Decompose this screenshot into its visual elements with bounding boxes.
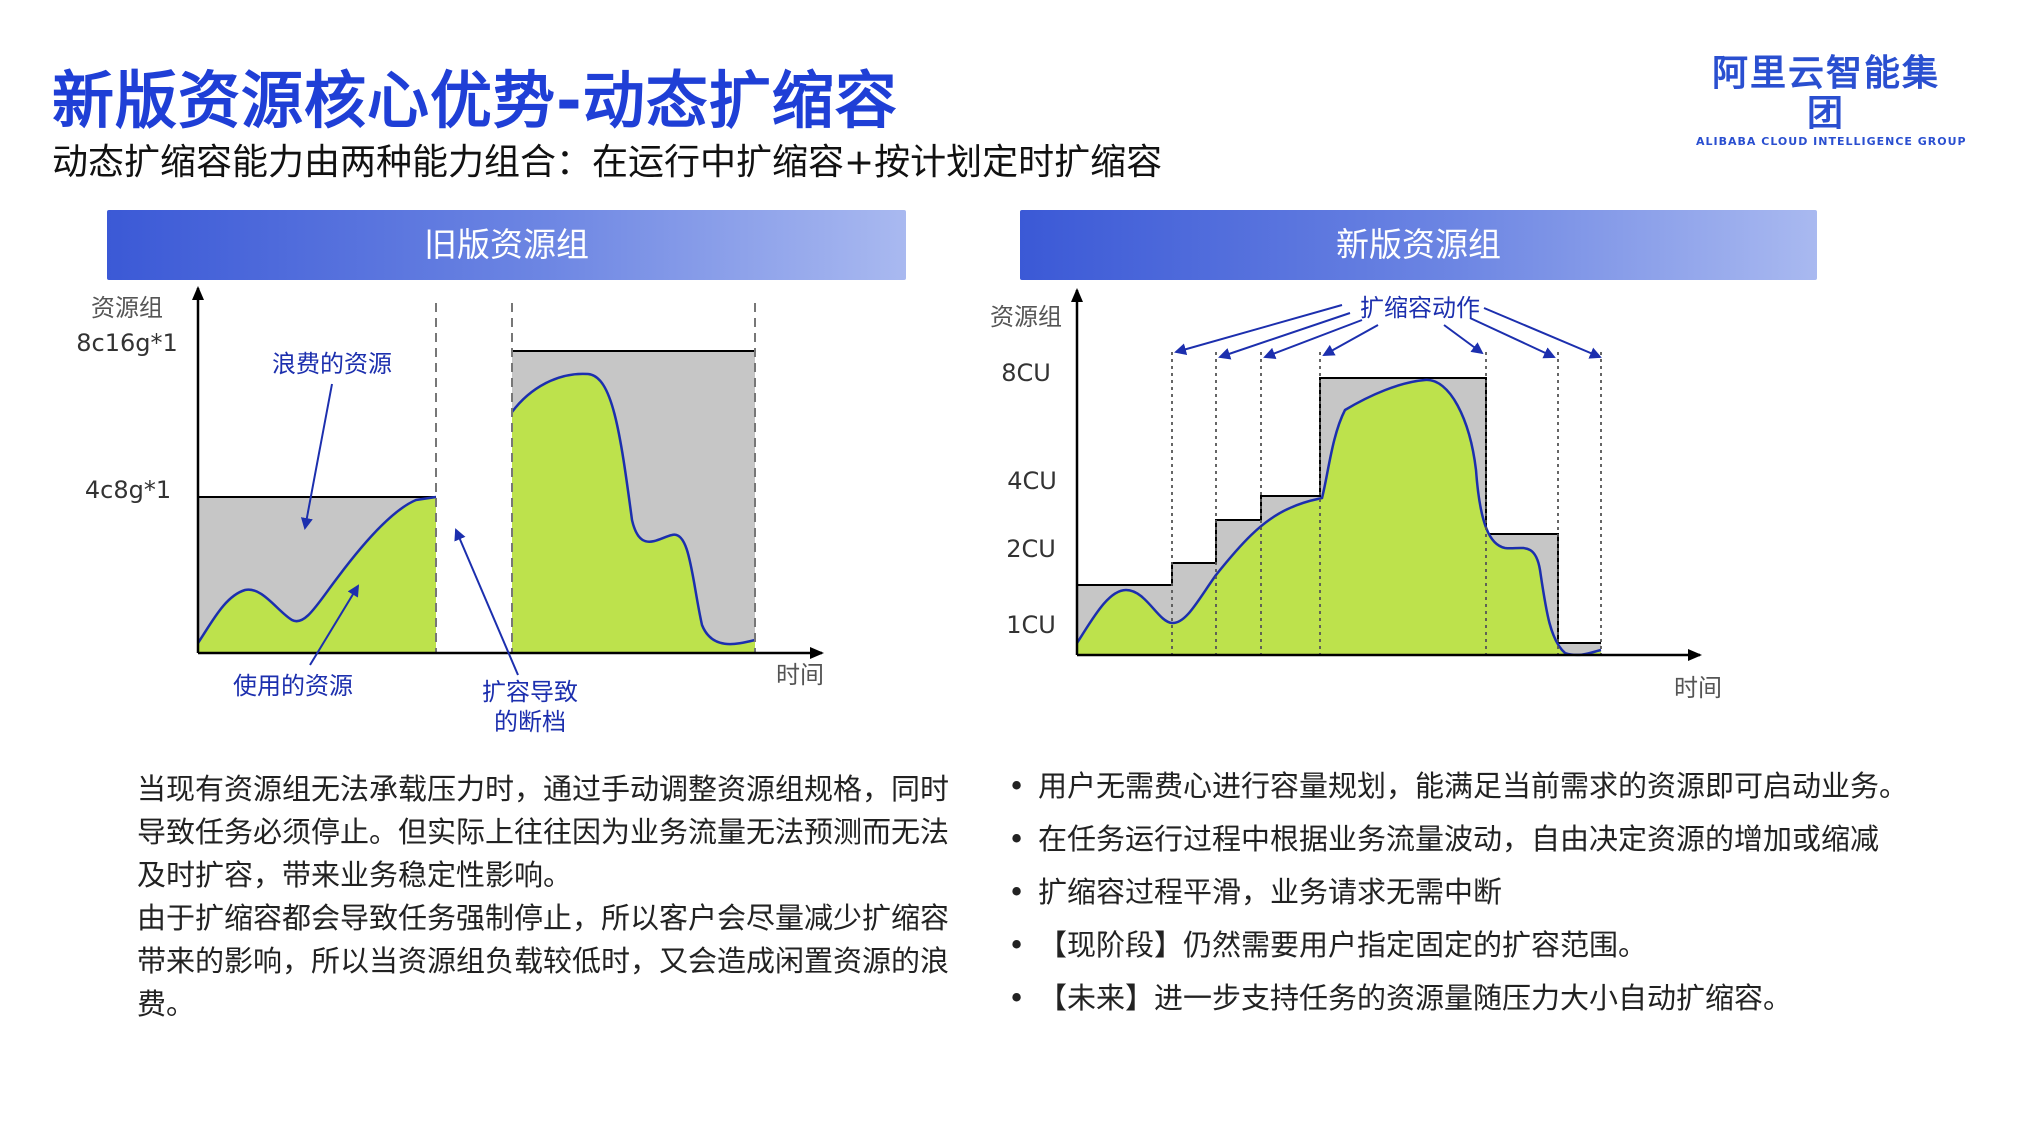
new-usage-area bbox=[1077, 379, 1601, 655]
wasted-resource-arrow bbox=[300, 383, 333, 530]
bullet-item-3: • 扩缩容过程平滑，业务请求无需中断 bbox=[1008, 866, 2008, 919]
scaling-arrow-5 bbox=[1443, 324, 1484, 355]
bullet-text-3: 扩缩容过程平滑，业务请求无需中断 bbox=[1038, 875, 1503, 909]
right-x-axis-label: 时间 bbox=[1674, 674, 1722, 702]
bullet-dot: • bbox=[1008, 822, 1026, 856]
used-resource-arrow bbox=[309, 584, 360, 666]
left-panel-header: 旧版资源组 bbox=[107, 210, 906, 280]
used-resource-label: 使用的资源 bbox=[233, 672, 353, 700]
bullet-text-1: 用户无需费心进行容量规划，能满足当前需求的资源即可启动业务。 bbox=[1038, 769, 1909, 803]
left-diagram: 资源组 8c16g*1 4c8g*1 时间 浪费的资源 使用的资源 扩容导致 的… bbox=[76, 286, 824, 736]
bullet-dot: • bbox=[1008, 769, 1026, 803]
left-description: 当现有资源组无法承载压力时，通过手动调整资源组规格，同时导致任务必须停止。但实际… bbox=[137, 768, 957, 1026]
logo-en-text: ALIBABA CLOUD INTELLIGENCE GROUP bbox=[1696, 135, 1967, 148]
old-usage-area-2 bbox=[512, 373, 755, 653]
new-usage-curve bbox=[1075, 378, 1602, 657]
logo-cn-text: 阿里云智能集团 bbox=[1711, 53, 1940, 134]
bullet-item-2: • 在任务运行过程中根据业务流量波动，自由决定资源的增加或缩减 bbox=[1008, 813, 2008, 866]
right-panel-header: 新版资源组 bbox=[1020, 210, 1817, 280]
old-usage-curve-1 bbox=[196, 495, 437, 644]
bullet-item-4: • 【现阶段】仍然需要用户指定固定的扩容范围。 bbox=[1008, 919, 2008, 972]
company-logo: 阿里云智能集团 ALIBABA CLOUD INTELLIGENCE GROUP bbox=[1696, 53, 1967, 150]
bullet-text-2: 在任务运行过程中根据业务流量波动，自由决定资源的增加或缩减 bbox=[1038, 822, 1880, 856]
new-capacity-step-outline bbox=[1077, 377, 1601, 644]
old-usage-curve-2 bbox=[511, 372, 756, 646]
gap-label-line1: 扩容导致 bbox=[482, 678, 578, 706]
page-subtitle: 动态扩缩容能力由两种能力组合：在运行中扩缩容+按计划定时扩缩容 bbox=[52, 142, 1163, 183]
wasted-resource-label: 浪费的资源 bbox=[272, 350, 392, 378]
old-usage-area-1 bbox=[198, 497, 436, 653]
right-y-tick-8cu: 8CU bbox=[1001, 359, 1051, 387]
bullet-item-5: • 【未来】进一步支持任务的资源量随压力大小自动扩缩容。 bbox=[1008, 972, 2008, 1025]
right-y-tick-2cu: 2CU bbox=[1006, 535, 1056, 563]
left-description-para-2: 由于扩缩容都会导致任务强制停止，所以客户会尽量减少扩缩容带来的影响，所以当资源组… bbox=[137, 901, 950, 1021]
scaling-arrow-6 bbox=[1469, 317, 1556, 359]
scaling-arrow-1 bbox=[1174, 304, 1343, 356]
bullet-item-1: • 用户无需费心进行容量规划，能满足当前需求的资源即可启动业务。 bbox=[1008, 760, 2008, 813]
scaling-arrow-2 bbox=[1218, 312, 1351, 360]
scaling-arrow-7 bbox=[1483, 307, 1602, 359]
right-y-axis-label: 资源组 bbox=[990, 303, 1062, 331]
left-y-tick-8c16g: 8c16g*1 bbox=[76, 329, 178, 357]
bullet-text-5: 【未来】进一步支持任务的资源量随压力大小自动扩缩容。 bbox=[1038, 981, 1793, 1015]
gap-label-line2: 的断档 bbox=[494, 708, 566, 736]
gap-arrow bbox=[454, 528, 519, 676]
bullet-dot: • bbox=[1008, 981, 1026, 1015]
left-x-axis-label: 时间 bbox=[776, 661, 824, 689]
right-y-tick-4cu: 4CU bbox=[1007, 467, 1057, 495]
scaling-arrow-4 bbox=[1322, 324, 1379, 356]
left-y-axis-label: 资源组 bbox=[91, 294, 163, 322]
left-y-tick-4c8g: 4c8g*1 bbox=[85, 476, 171, 504]
scaling-arrow-3 bbox=[1263, 319, 1363, 360]
bullet-dot: • bbox=[1008, 875, 1026, 909]
left-description-para-1: 当现有资源组无法承载压力时，通过手动调整资源组规格，同时导致任务必须停止。但实际… bbox=[137, 772, 950, 892]
right-bullet-list: • 用户无需费心进行容量规划，能满足当前需求的资源即可启动业务。 • 在任务运行过程… bbox=[1008, 760, 2008, 1025]
right-diagram: 资源组 8CU 4CU 2CU 1CU 时间 扩缩容动作 bbox=[990, 288, 1722, 702]
right-y-tick-1cu: 1CU bbox=[1006, 611, 1056, 639]
bullet-dot: • bbox=[1008, 928, 1026, 962]
bullet-text-4: 【现阶段】仍然需要用户指定固定的扩容范围。 bbox=[1038, 928, 1648, 962]
scaling-action-label: 扩缩容动作 bbox=[1360, 294, 1480, 322]
page-title: 新版资源核心优势-动态扩缩容 bbox=[52, 64, 898, 137]
